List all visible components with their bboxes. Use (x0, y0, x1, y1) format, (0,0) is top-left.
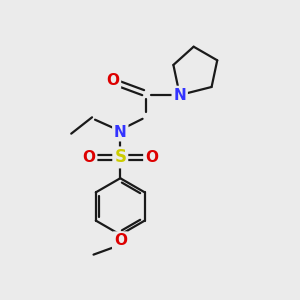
Text: O: O (114, 233, 127, 248)
Text: S: S (114, 148, 126, 166)
Text: N: N (114, 125, 127, 140)
Text: O: O (145, 150, 158, 165)
Text: N: N (173, 88, 186, 103)
Text: O: O (106, 73, 119, 88)
Text: O: O (82, 150, 96, 165)
